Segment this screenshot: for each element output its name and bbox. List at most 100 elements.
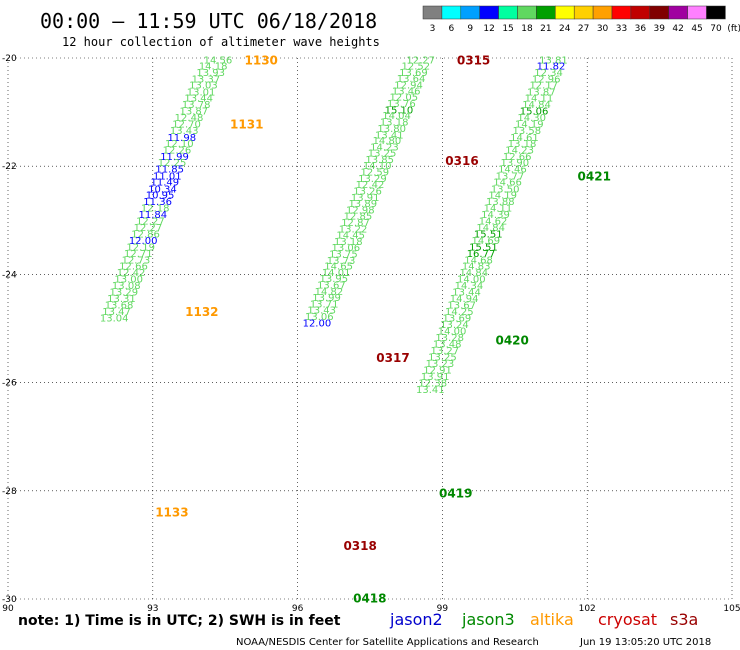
wave-height-value: 11.01	[153, 171, 182, 182]
colorbar-swatch	[668, 5, 688, 20]
wave-height-value: 14.23	[370, 143, 399, 154]
wave-height-value: 14.84	[522, 100, 551, 111]
wave-height-value: 14.65	[324, 262, 353, 273]
wave-height-value: 14.18	[199, 62, 228, 73]
wave-height-value: 12.86	[131, 229, 160, 240]
wave-height-value: 13.69	[443, 314, 472, 325]
wave-height-value: 11.99	[160, 152, 189, 163]
wave-height-value: 12.27	[134, 223, 163, 234]
colorbar-swatch	[706, 5, 726, 20]
wave-height-value: 14.19	[488, 190, 517, 201]
wave-height-value: 11.98	[167, 133, 196, 144]
wave-height-value: 12.26	[163, 145, 192, 156]
wave-height-value: 14.46	[498, 164, 527, 175]
wave-height-value: 12.19	[126, 242, 155, 253]
colorbar-label: 24	[559, 24, 571, 34]
wave-height-value: 12.66	[503, 152, 532, 163]
wave-height-value: 13.77	[496, 171, 525, 182]
colorbar-label: 30	[597, 24, 609, 34]
wave-height-value: 13.93	[196, 68, 225, 79]
y-tick-label: -24	[2, 270, 17, 280]
wave-height-value: 13.41	[375, 130, 404, 141]
x-tick-label: 105	[723, 604, 740, 614]
wave-height-value: 12.00	[129, 236, 158, 247]
wave-height-value: 13.26	[353, 187, 382, 198]
pass-label: 1130	[245, 54, 278, 68]
wave-height-value: 14.84	[476, 223, 505, 234]
wave-height-value: 13.00	[114, 275, 143, 286]
legend-s3a: s3a	[670, 610, 698, 629]
wave-height-value: 13.03	[189, 81, 218, 92]
wave-height-value: 13.78	[182, 100, 211, 111]
colorbar-swatch	[592, 5, 613, 20]
wave-height-value: 12.94	[394, 81, 423, 92]
wave-height-value: 13.24	[440, 320, 469, 331]
wave-height-value: 12.59	[361, 168, 390, 179]
wave-height-value: 13.90	[500, 158, 529, 169]
wave-height-points: 14.5614.1813.9313.3713.0313.0113.4413.78…	[100, 56, 568, 396]
footer-credit: NOAA/NESDIS Center for Satellite Applica…	[236, 637, 539, 648]
wave-height-value: 13.64	[397, 74, 426, 85]
wave-height-value: 13.44	[184, 93, 213, 104]
colorbar-label: 70	[710, 24, 722, 34]
wave-height-value: 12.34	[534, 68, 563, 79]
y-tick-label: -28	[2, 487, 17, 497]
wave-height-value: 13.41	[416, 385, 445, 396]
wave-height-value: 13.28	[435, 333, 464, 344]
wave-height-value: 13.22	[339, 224, 368, 235]
wave-height-value: 14.94	[450, 294, 479, 305]
colorbar-label: 27	[578, 24, 589, 34]
wave-height-value: 13.75	[329, 249, 358, 260]
wave-height-value: 12.91	[423, 366, 452, 377]
wave-height-value: 14.00	[438, 327, 467, 338]
colorbar-swatch	[460, 5, 480, 20]
pass-label: 0419	[439, 486, 472, 500]
colorbar-label: 45	[691, 24, 702, 34]
wave-height-value: 13.46	[392, 86, 421, 97]
y-tick-label: -26	[2, 379, 17, 389]
pass-label: 0421	[578, 169, 611, 183]
colorbar-swatch	[422, 5, 443, 20]
colorbar-label: 15	[502, 24, 513, 34]
y-tick-label: -30	[2, 595, 17, 605]
wave-height-value: 11.82	[537, 62, 566, 73]
wave-height-value: 12.10	[165, 139, 194, 150]
wave-height-value: 13.29	[358, 174, 387, 185]
y-tick-label: -20	[2, 54, 17, 64]
wave-height-value: 13.27	[430, 346, 459, 357]
wave-height-value: 12.98	[346, 205, 375, 216]
colorbar-label: 18	[521, 24, 533, 34]
wave-height-value: 12.17	[529, 81, 558, 92]
wave-height-value: 13.43	[307, 306, 336, 317]
wave-height-value: 14.30	[517, 113, 546, 124]
legend-jason2: jason2	[389, 610, 443, 629]
wave-height-value: 12.27	[136, 216, 165, 227]
wave-height-value: 13.88	[486, 197, 515, 208]
colorbar-label: 9	[467, 24, 473, 34]
wave-height-value: 13.01	[187, 88, 216, 99]
wave-height-value: 13.67	[447, 301, 476, 312]
colorbar-unit: (ft)	[727, 24, 740, 34]
wave-height-value: 13.48	[433, 340, 462, 351]
wave-height-value: 14.82	[315, 287, 344, 298]
colorbar-swatch	[536, 5, 556, 20]
wave-height-value: 13.37	[192, 75, 221, 86]
wave-height-value: 11.84	[138, 210, 167, 221]
pass-label: 1133	[155, 505, 188, 519]
wave-height-value: 13.29	[110, 288, 139, 299]
wave-height-value: 13.50	[491, 184, 520, 195]
wave-height-value: 10.95	[146, 190, 175, 201]
wave-height-value: 13.25	[368, 149, 397, 160]
wave-height-value: 12.73	[122, 255, 151, 266]
wave-height-value: 11.36	[143, 197, 172, 208]
wave-height-value: 12.05	[389, 92, 418, 103]
wave-height-value: 11.85	[155, 164, 184, 175]
wave-height-value: 12.27	[406, 56, 435, 67]
wave-height-value: 14.61	[510, 133, 539, 144]
wave-height-value: 13.06	[332, 243, 361, 254]
footer-note: note: 1) Time is in UTC; 2) SWH is in fe…	[18, 613, 341, 629]
wave-height-value: 12.38	[418, 379, 447, 390]
y-tick-label: -22	[2, 162, 17, 172]
colorbar-swatch	[441, 5, 462, 20]
x-tick-label: 99	[437, 604, 449, 614]
